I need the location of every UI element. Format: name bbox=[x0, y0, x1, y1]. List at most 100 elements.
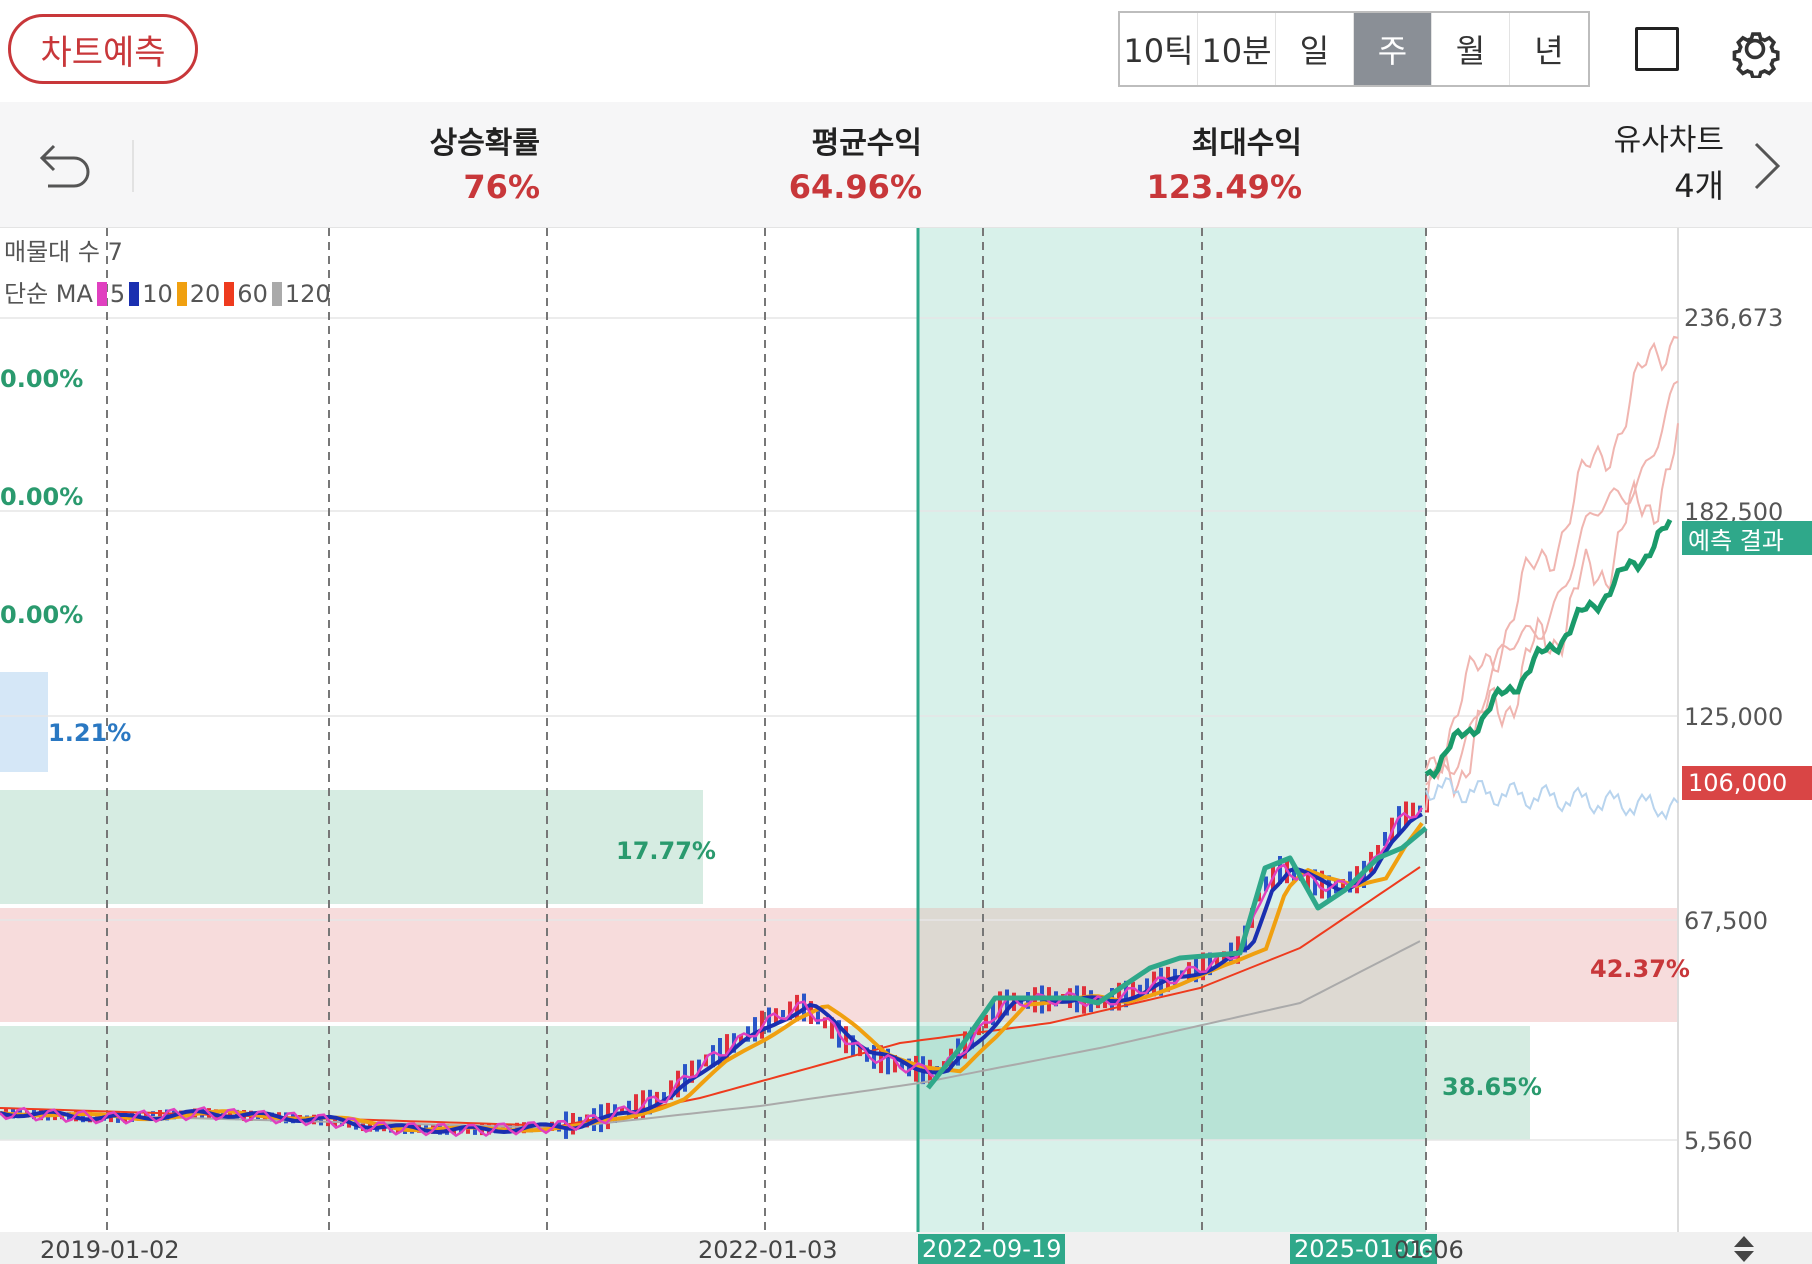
maximum-return: 최대수익 123.49% bbox=[1130, 124, 1302, 210]
y-axis-label-4: 67,500 bbox=[1684, 907, 1768, 935]
candle bbox=[753, 1017, 757, 1042]
volume-profile-legend: 매물대 수 7 bbox=[4, 238, 123, 266]
fullscreen-square-icon[interactable] bbox=[1635, 27, 1679, 71]
candle bbox=[872, 1045, 876, 1069]
undo-icon[interactable] bbox=[38, 140, 94, 192]
candle bbox=[991, 1001, 995, 1026]
maximum-return-value: 123.49% bbox=[1146, 168, 1302, 206]
ma10-label: 10 bbox=[142, 280, 173, 308]
candle bbox=[1292, 865, 1296, 883]
current-price-tag: 106,000 bbox=[1682, 766, 1812, 800]
price-chart[interactable] bbox=[0, 228, 1812, 1264]
zone-label-3: 0.00% bbox=[0, 601, 84, 629]
ma5-swatch bbox=[96, 282, 107, 306]
period-day-button[interactable]: 일 bbox=[1276, 13, 1354, 85]
volume-zone-2 bbox=[0, 790, 703, 904]
volume-zone-1 bbox=[0, 672, 48, 772]
candle bbox=[795, 994, 799, 1022]
candle bbox=[851, 1035, 855, 1056]
candle bbox=[1313, 869, 1317, 896]
similar-path-3 bbox=[1425, 423, 1679, 811]
candle bbox=[676, 1070, 680, 1098]
x-axis-label-after: 01-06 bbox=[1394, 1236, 1464, 1264]
ma20-label: 20 bbox=[189, 280, 221, 308]
candle bbox=[165, 1109, 169, 1121]
y-axis-label-3: 125,000 bbox=[1684, 703, 1784, 731]
prediction-path bbox=[1424, 518, 1673, 780]
candle bbox=[900, 1062, 904, 1070]
average-return-label: 평균수익 bbox=[811, 126, 922, 161]
candle bbox=[998, 991, 1002, 1020]
candle bbox=[1103, 995, 1107, 1009]
candle bbox=[711, 1045, 715, 1068]
zone-label-6: 42.37% bbox=[1590, 955, 1690, 983]
candle bbox=[844, 1026, 848, 1054]
candle bbox=[1383, 832, 1387, 846]
candle bbox=[1131, 981, 1135, 1001]
candle bbox=[1124, 980, 1128, 1008]
period-selector: 10틱 10분 일 주 월 년 bbox=[1118, 11, 1590, 87]
candle bbox=[669, 1080, 673, 1100]
zone-label-4: 1.21% bbox=[48, 719, 132, 747]
ma-legend-label: 단순 MA bbox=[4, 280, 93, 308]
candle bbox=[1327, 875, 1331, 899]
candle bbox=[1215, 954, 1219, 967]
ma120-label: 120 bbox=[284, 280, 331, 308]
top-toolbar: 차트예측 10틱 10분 일 주 월 년 bbox=[0, 0, 1812, 102]
candle bbox=[718, 1038, 722, 1066]
candle bbox=[634, 1094, 638, 1120]
chart-predict-button[interactable]: 차트예측 bbox=[8, 14, 198, 84]
ma5-label: 5 bbox=[109, 280, 126, 308]
candle bbox=[1264, 876, 1268, 892]
ma-legend: 단순 MA 5 10 20 60 120 bbox=[4, 274, 331, 309]
gear-icon[interactable] bbox=[1726, 20, 1784, 78]
candle bbox=[1278, 856, 1282, 884]
candle bbox=[627, 1100, 631, 1118]
candle bbox=[1341, 879, 1345, 890]
ma60-swatch bbox=[224, 282, 235, 306]
similar-charts[interactable]: 유사차트 4개 bbox=[1614, 120, 1724, 210]
candle bbox=[648, 1089, 652, 1115]
zone-label-5: 17.77% bbox=[616, 837, 716, 865]
selection-start-date[interactable]: 2022-09-19 bbox=[918, 1234, 1066, 1264]
candle bbox=[767, 1007, 771, 1033]
period-year-button[interactable]: 년 bbox=[1534, 32, 1564, 70]
candle bbox=[1411, 802, 1415, 821]
candle bbox=[151, 1111, 155, 1121]
rise-probability: 상승확률 76% bbox=[400, 124, 540, 210]
candle bbox=[1376, 845, 1380, 855]
period-month-button[interactable]: 월 bbox=[1432, 13, 1510, 85]
selection-end-date[interactable]: 2025-01-06 bbox=[1290, 1234, 1438, 1264]
candle bbox=[1187, 962, 1191, 982]
candle bbox=[1145, 978, 1149, 995]
candle bbox=[158, 1110, 162, 1121]
candle bbox=[697, 1059, 701, 1072]
similar-path-2 bbox=[1425, 380, 1679, 786]
scroll-updown-icon[interactable] bbox=[1732, 1234, 1756, 1264]
candle bbox=[858, 1046, 862, 1057]
period-10min-button[interactable]: 10분 bbox=[1198, 13, 1276, 85]
period-10tick-button[interactable]: 10틱 bbox=[1120, 13, 1198, 85]
candle bbox=[830, 1017, 834, 1039]
chevron-right-icon[interactable] bbox=[1752, 140, 1782, 192]
candle bbox=[1117, 982, 1121, 1011]
zone-label-1: 0.00% bbox=[0, 365, 84, 393]
candle bbox=[1397, 806, 1401, 834]
candle bbox=[473, 1124, 477, 1135]
candle bbox=[788, 1001, 792, 1021]
zone-label-7: 38.65% bbox=[1442, 1073, 1542, 1101]
maximum-return-label: 최대수익 bbox=[1191, 126, 1302, 161]
candle bbox=[816, 1011, 820, 1025]
candle bbox=[515, 1122, 519, 1134]
prediction-stats-bar bbox=[0, 102, 1812, 228]
candle bbox=[1201, 952, 1205, 981]
candle bbox=[977, 1024, 981, 1036]
ma10-swatch bbox=[129, 282, 140, 306]
y-axis-label-5: 5,560 bbox=[1684, 1127, 1753, 1155]
candle bbox=[466, 1126, 470, 1134]
candle bbox=[662, 1092, 666, 1101]
candle bbox=[1222, 951, 1226, 963]
period-week-button[interactable]: 주 bbox=[1354, 13, 1432, 85]
similar-path-4 bbox=[1425, 776, 1679, 821]
candle bbox=[886, 1048, 890, 1075]
